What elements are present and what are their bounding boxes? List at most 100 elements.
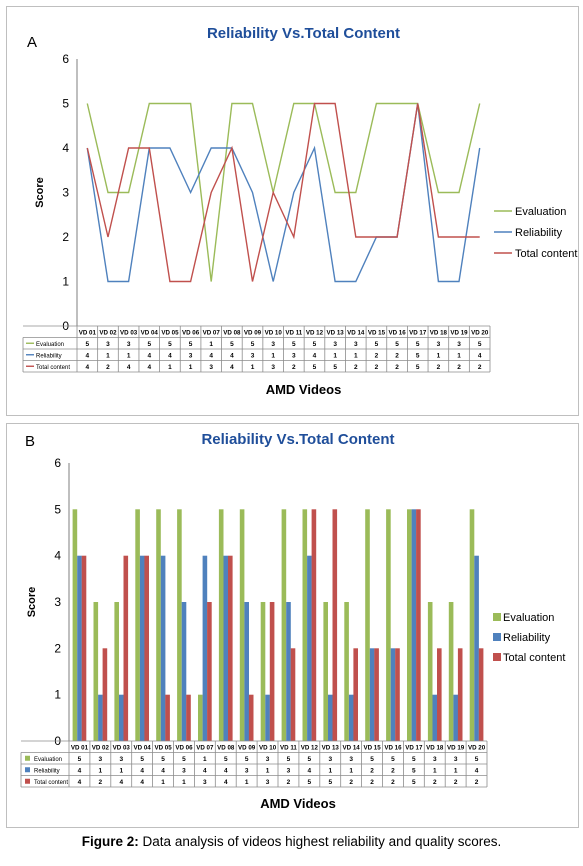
table-cell-value: 1: [349, 767, 353, 774]
table-cell-value: 2: [99, 779, 103, 786]
table-cell-value: 5: [189, 341, 193, 348]
table-row-label: Total content: [36, 365, 70, 371]
bar-reliability: [244, 602, 249, 741]
chart-title: Reliability Vs.Total Content: [201, 431, 394, 448]
table-cell-value: 4: [147, 364, 151, 371]
table-cell-value: 5: [375, 341, 379, 348]
table-cell-value: 1: [203, 756, 207, 763]
x-tick-label: VD 19: [447, 744, 465, 751]
x-tick-label: VD 14: [347, 329, 365, 336]
caption-label: Figure 2:: [81, 834, 139, 849]
table-cell-value: 1: [245, 779, 249, 786]
table-cell-value: 1: [168, 364, 172, 371]
table-cell-value: 1: [119, 767, 123, 774]
y-tick-label: 5: [54, 502, 61, 516]
x-tick-label: VD 04: [134, 744, 152, 751]
bar-evaluation: [177, 509, 182, 741]
table-cell-value: 2: [478, 364, 482, 371]
table-cell-value: 5: [416, 341, 420, 348]
table-cell-value: 5: [416, 364, 420, 371]
x-tick-label: VD 03: [113, 744, 131, 751]
chart-panel-a: A Reliability Vs.Total Content 0 1 2 3 4 5 6 Scor…: [6, 6, 579, 416]
x-tick-label: VD 01: [71, 744, 89, 751]
panel-label: A: [27, 34, 37, 51]
panel-label: B: [25, 433, 35, 450]
bar-reliability: [390, 648, 396, 741]
table-cell-value: 1: [433, 767, 437, 774]
table-cell-value: 5: [308, 756, 312, 763]
bar-evaluation: [93, 602, 99, 741]
series-line-reliability: [86, 103, 481, 283]
bar-reliability: [453, 694, 458, 741]
bar-evaluation: [386, 509, 391, 741]
bar-total: [290, 648, 296, 741]
x-tick-label: VD 04: [141, 329, 159, 336]
x-tick-label: VD 17: [405, 744, 423, 751]
table-cell-value: 5: [391, 756, 395, 763]
table-cell-value: 1: [457, 352, 461, 359]
table-cell-value: 5: [478, 341, 482, 348]
table-cell-value: 4: [86, 364, 90, 371]
bar-reliability: [265, 694, 270, 741]
bar-evaluation: [72, 509, 78, 741]
legend-label: Total content: [515, 248, 577, 260]
x-tick-label: VD 12: [301, 744, 319, 751]
table-cell-value: 2: [370, 767, 374, 774]
table-row-label: Reliability: [34, 768, 60, 774]
table-cell-value: 4: [224, 779, 228, 786]
bar-evaluation: [407, 509, 412, 741]
table-key-total: [25, 778, 30, 784]
table-cell-value: 3: [127, 341, 131, 348]
table-cell-value: 4: [161, 767, 165, 774]
x-tick-label: VD 11: [285, 329, 302, 336]
table-cell-value: 2: [457, 364, 461, 371]
bar-reliability: [160, 555, 166, 741]
table-row-label: Evaluation: [34, 757, 62, 763]
bar-total: [395, 648, 400, 741]
table-cell-value: 2: [454, 779, 458, 786]
x-tick-label: VD 03: [120, 329, 138, 336]
table-cell-value: 3: [99, 756, 103, 763]
x-tick-label: VD 11: [280, 744, 297, 751]
table-cell-value: 5: [140, 756, 144, 763]
legend-label: Reliability: [503, 632, 551, 644]
table-cell-value: 3: [119, 756, 123, 763]
table-cell-value: 3: [271, 341, 275, 348]
table-cell-value: 2: [354, 364, 358, 371]
bar-reliability: [369, 648, 375, 741]
y-axis-label: Score: [34, 177, 46, 208]
y-tick-label: 3: [54, 595, 61, 609]
bar-evaluation: [365, 509, 370, 741]
table-cell-value: 2: [375, 364, 379, 371]
table-cell-value: 3: [266, 756, 270, 763]
bar-total: [123, 555, 129, 741]
legend-label: Total content: [503, 652, 565, 664]
table-cell-value: 5: [313, 341, 317, 348]
bar-reliability: [432, 694, 438, 741]
table-cell-value: 5: [412, 767, 416, 774]
data-table: VD 01 VD 02 VD 03 VD 04 VD 05 VD 06 VD 07 VD 08…: [22, 325, 491, 373]
y-tick-label: 4: [54, 549, 61, 563]
table-cell-value: 5: [292, 341, 296, 348]
legend-key-evaluation: [493, 613, 501, 621]
y-tick-label: 2: [62, 230, 69, 244]
x-tick-label: VD 02: [92, 744, 110, 751]
x-tick-label: VD 05: [154, 744, 172, 751]
table-cell-value: 5: [147, 341, 151, 348]
y-axis-label: Score: [26, 587, 38, 618]
table-cell-value: 2: [292, 364, 296, 371]
table-cell-value: 3: [333, 341, 337, 348]
bar-reliability: [119, 694, 124, 741]
x-tick-label: VD 19: [450, 329, 468, 336]
legend-label: Evaluation: [515, 206, 566, 218]
bar-evaluation: [302, 509, 308, 741]
x-tick-label: VD 13: [327, 329, 345, 336]
table-cell-value: 2: [395, 364, 399, 371]
x-tick-label: VD 13: [322, 744, 340, 751]
table-cell-value: 2: [391, 767, 395, 774]
table-cell-value: 5: [251, 341, 255, 348]
figure-caption: Figure 2: Data analysis of videos highes…: [0, 834, 583, 849]
legend-label: Evaluation: [503, 612, 554, 624]
table-cell-value: 5: [308, 779, 312, 786]
table-cell-value: 4: [140, 767, 144, 774]
